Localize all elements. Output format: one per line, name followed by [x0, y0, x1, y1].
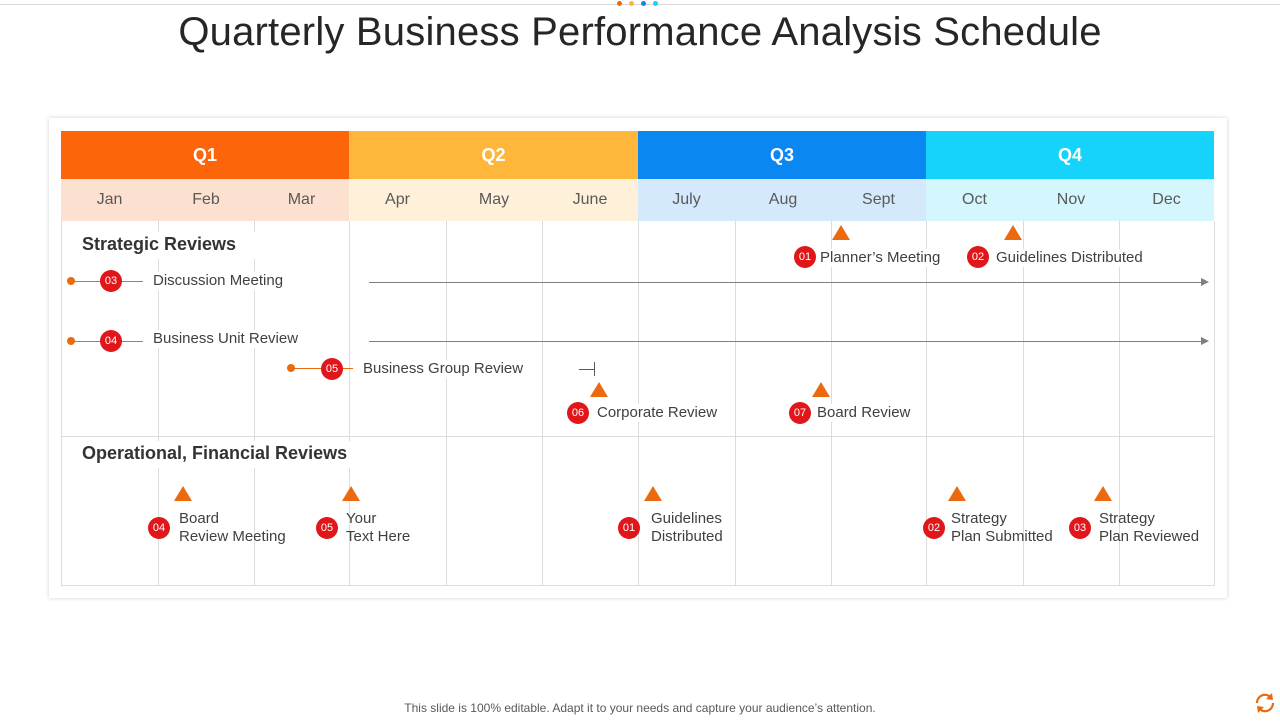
- grid-line: [1119, 221, 1120, 585]
- grid-line: [254, 221, 255, 585]
- month-jan: Jan: [61, 179, 158, 221]
- grid-line: [542, 221, 543, 585]
- month-sept: Sept: [831, 179, 926, 221]
- event-label-planners-meeting: Planner’s Meeting: [820, 249, 941, 267]
- month-aug: Aug: [735, 179, 831, 221]
- label-line: Distributed: [651, 528, 723, 545]
- milestone-marker: [174, 486, 192, 501]
- milestone-marker: [1004, 225, 1022, 240]
- footer-note: This slide is 100% editable. Adapt it to…: [404, 701, 876, 715]
- event-label-board-review-meeting: Board Review Meeting: [179, 510, 286, 546]
- page-title: Quarterly Business Performance Analysis …: [178, 10, 1102, 54]
- event-badge: 05: [316, 517, 338, 539]
- grid-line: [1023, 221, 1024, 585]
- arrow-head: [1201, 337, 1209, 345]
- event-badge: 03: [1069, 517, 1091, 539]
- quarter-q3: Q3: [638, 131, 926, 179]
- month-feb: Feb: [158, 179, 254, 221]
- event-badge: 07: [789, 402, 811, 424]
- event-badge: 01: [618, 517, 640, 539]
- start-dot: [67, 277, 75, 285]
- start-dot: [67, 337, 75, 345]
- event-badge: 04: [100, 330, 122, 352]
- start-dot: [287, 364, 295, 372]
- section-divider: [61, 436, 1215, 437]
- grid-line: [926, 221, 927, 585]
- month-apr: Apr: [349, 179, 446, 221]
- label-line: Strategy: [1099, 510, 1155, 527]
- end-tick-line: [579, 369, 595, 370]
- section-operational-reviews: Operational, Financial Reviews: [62, 441, 384, 468]
- month-mar: Mar: [254, 179, 349, 221]
- event-label-strategy-plan-submitted: Strategy Plan Submitted: [951, 510, 1053, 546]
- event-label-guidelines-distributed: Guidelines Distributed: [651, 510, 723, 546]
- grid-line: [158, 221, 159, 585]
- milestone-marker: [590, 382, 608, 397]
- label-line: Strategy: [951, 510, 1007, 527]
- label-line: Board: [179, 510, 220, 527]
- label-line: Text Here: [346, 528, 411, 545]
- quarter-q4: Q4: [926, 131, 1214, 179]
- event-label-guidelines-distributed: Guidelines Distributed: [996, 249, 1143, 267]
- label-line: Plan Submitted: [951, 528, 1053, 545]
- dot-blue: [641, 1, 646, 6]
- milestone-marker: [644, 486, 662, 501]
- event-badge: 03: [100, 270, 122, 292]
- label-line: Plan Reviewed: [1099, 528, 1200, 545]
- refresh-icon[interactable]: [1252, 690, 1278, 716]
- dot-yellow: [629, 1, 634, 6]
- dot-orange: [617, 1, 622, 6]
- month-dec: Dec: [1119, 179, 1214, 221]
- grid-line: [735, 221, 736, 585]
- month-oct: Oct: [926, 179, 1023, 221]
- end-tick: [594, 362, 595, 376]
- event-badge: 06: [567, 402, 589, 424]
- grid-line: [831, 221, 832, 585]
- dot-cyan: [653, 1, 658, 6]
- event-badge: 04: [148, 517, 170, 539]
- month-nov: Nov: [1023, 179, 1119, 221]
- event-badge: 01: [794, 246, 816, 268]
- event-label-discussion-meeting: Discussion Meeting: [153, 272, 284, 290]
- grid-bottom: [61, 585, 1215, 586]
- top-rule: [0, 4, 1280, 5]
- grid-line: [349, 221, 350, 585]
- month-may: May: [446, 179, 542, 221]
- timeline-arrow: [369, 341, 1201, 342]
- section-strategic-reviews: Strategic Reviews: [62, 232, 273, 259]
- grid-line: [1214, 221, 1215, 585]
- event-badge: 05: [321, 358, 343, 380]
- label-line: Your: [346, 510, 377, 527]
- grid-line: [638, 221, 639, 585]
- event-label-board-review: Board Review: [817, 404, 911, 422]
- event-badge: 02: [923, 517, 945, 539]
- event-badge: 02: [967, 246, 989, 268]
- label-line: Review Meeting: [179, 528, 286, 545]
- milestone-marker: [342, 486, 360, 501]
- month-july: July: [638, 179, 735, 221]
- refresh-icon-svg: [1255, 693, 1275, 713]
- event-label-business-group-review: Business Group Review: [363, 360, 524, 378]
- month-june: June: [542, 179, 638, 221]
- timeline-arrow: [369, 282, 1201, 283]
- event-label-business-unit-review: Business Unit Review: [153, 330, 299, 348]
- arrow-head: [1201, 278, 1209, 286]
- milestone-marker: [1094, 486, 1112, 501]
- event-label-corporate-review: Corporate Review: [597, 404, 718, 422]
- grid-line: [446, 221, 447, 585]
- milestone-marker: [812, 382, 830, 397]
- event-label-your-text-here: Your Text Here: [346, 510, 410, 546]
- event-label-strategy-plan-reviewed: Strategy Plan Reviewed: [1099, 510, 1199, 546]
- slide-dots: [617, 1, 658, 6]
- milestone-marker: [832, 225, 850, 240]
- label-line: Guidelines: [651, 510, 722, 527]
- quarter-q2: Q2: [349, 131, 638, 179]
- milestone-marker: [948, 486, 966, 501]
- quarter-q1: Q1: [61, 131, 349, 179]
- grid-line: [61, 221, 62, 585]
